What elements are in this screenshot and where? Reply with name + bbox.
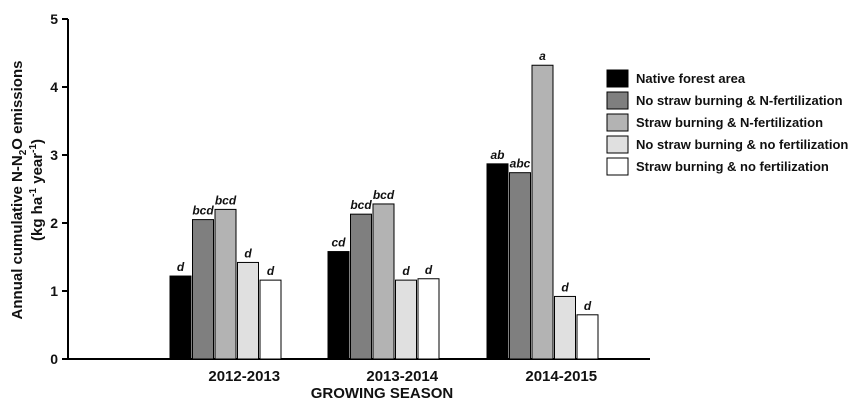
legend-swatch [606, 113, 629, 132]
bar [350, 213, 372, 360]
legend-label: No straw burning & no fertilization [636, 137, 848, 152]
significance-label: d [584, 299, 592, 313]
bars [169, 64, 599, 360]
bar [237, 261, 259, 360]
y-axis-title-line2: (kg ha-1 year-1) [28, 139, 46, 241]
significance-label: d [244, 246, 252, 260]
y-tick-label: 1 [50, 283, 58, 299]
legend-swatch [606, 157, 629, 176]
y-axis-title-line1: Annual cumulative N-N2O emissions [9, 61, 29, 320]
bar [509, 172, 531, 360]
category-labels: 2012-2013 2013-2014 2014-2015 [208, 368, 597, 385]
significance-label: d [267, 264, 275, 278]
bar [327, 251, 350, 360]
bar [259, 279, 282, 360]
bar [531, 64, 554, 360]
bar [486, 163, 509, 360]
legend-label: Straw burning & no fertilization [636, 159, 829, 174]
y-tick-label: 5 [50, 11, 58, 27]
bar [214, 208, 237, 360]
bar [192, 219, 214, 360]
y-tick-label: 4 [50, 79, 58, 95]
x-axis-title: GROWING SEASON [311, 385, 454, 401]
x-tick-label: 2014-2015 [525, 368, 597, 385]
significance-label: d [402, 264, 410, 278]
significance-label: ab [490, 148, 504, 162]
legend-label: Straw burning & N-fertilization [636, 115, 823, 130]
significance-label: bcd [215, 193, 237, 207]
significance-label: bcd [350, 198, 372, 212]
legend-label: No straw burning & N-fertilization [636, 93, 843, 108]
significance-label: d [425, 263, 433, 277]
bar [554, 295, 576, 360]
bar [417, 278, 440, 360]
legend-label: Native forest area [636, 71, 746, 86]
y-tick-label: 2 [50, 215, 58, 231]
significance-label: cd [331, 236, 346, 250]
significance-label: bcd [373, 188, 395, 202]
legend: Native forest area No straw burning & N-f… [606, 69, 848, 176]
legend-swatch [606, 69, 629, 88]
y-axis-title: Annual cumulative N-N2O emissions (kg ha… [9, 61, 46, 320]
y-tick-label: 0 [50, 351, 58, 367]
y-axis: 0 1 2 3 4 5 [50, 11, 69, 367]
significance-label: abc [510, 157, 531, 171]
significance-label: bcd [192, 204, 214, 218]
legend-swatch [606, 91, 629, 110]
significance-label: d [177, 260, 185, 274]
bar [169, 275, 192, 360]
significance-label: a [539, 49, 546, 63]
legend-swatch [606, 135, 629, 154]
bar [395, 279, 417, 360]
bar [372, 203, 395, 360]
x-tick-label: 2012-2013 [208, 368, 280, 385]
x-tick-label: 2013-2014 [366, 368, 438, 385]
significance-label: d [561, 280, 569, 294]
bar [576, 314, 599, 360]
y-tick-label: 3 [50, 147, 58, 163]
